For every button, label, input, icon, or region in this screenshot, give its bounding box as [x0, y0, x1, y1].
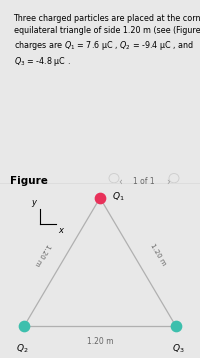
Text: $Q_2$: $Q_2$: [16, 342, 28, 355]
Text: $Q_1$: $Q_1$: [112, 191, 125, 203]
Point: [174, 324, 178, 329]
Text: 1 of 1: 1 of 1: [133, 178, 155, 187]
Text: ‹: ‹: [118, 177, 122, 187]
Text: ›: ›: [166, 177, 170, 187]
Text: 1.20 m: 1.20 m: [33, 243, 51, 267]
Point: [22, 324, 26, 329]
Text: 1.20 m: 1.20 m: [149, 243, 167, 267]
Text: x: x: [58, 226, 63, 235]
Text: 1.20 m: 1.20 m: [87, 337, 113, 345]
Text: y: y: [32, 198, 36, 207]
Point: [98, 195, 102, 201]
Text: $Q_3$: $Q_3$: [172, 342, 184, 355]
Text: Figure: Figure: [10, 176, 48, 187]
Text: Three charged particles are placed at the corners of an
equilateral triangle of : Three charged particles are placed at th…: [14, 14, 200, 68]
